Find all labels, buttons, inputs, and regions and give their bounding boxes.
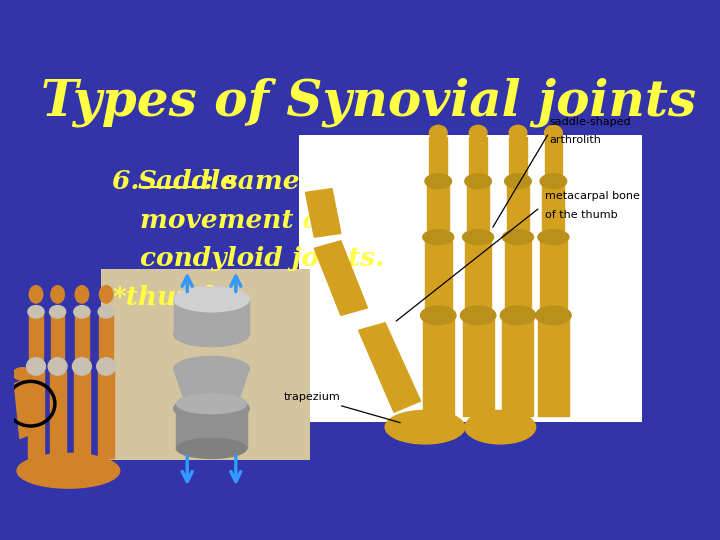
Text: trapezium: trapezium xyxy=(283,393,400,423)
Ellipse shape xyxy=(425,174,451,188)
Ellipse shape xyxy=(544,125,562,140)
Bar xyxy=(427,185,449,230)
Ellipse shape xyxy=(51,286,64,303)
Text: movement as: movement as xyxy=(140,208,335,233)
Ellipse shape xyxy=(28,306,44,318)
Polygon shape xyxy=(14,376,39,438)
Bar xyxy=(509,137,527,174)
Ellipse shape xyxy=(505,174,531,188)
Ellipse shape xyxy=(99,286,113,303)
Ellipse shape xyxy=(503,230,534,245)
Bar xyxy=(538,319,569,416)
Ellipse shape xyxy=(465,410,536,444)
Text: 6.: 6. xyxy=(112,168,149,194)
Ellipse shape xyxy=(420,306,456,325)
Bar xyxy=(544,137,562,174)
Ellipse shape xyxy=(385,410,465,444)
Ellipse shape xyxy=(469,125,487,140)
Ellipse shape xyxy=(429,125,447,140)
Bar xyxy=(98,372,114,458)
Ellipse shape xyxy=(536,306,571,325)
Bar xyxy=(174,299,249,334)
Text: metacarpal bone: metacarpal bone xyxy=(544,191,639,201)
Bar xyxy=(507,185,529,230)
Polygon shape xyxy=(359,323,420,412)
Text: Types of Synovial joints: Types of Synovial joints xyxy=(42,77,696,127)
Ellipse shape xyxy=(460,306,496,325)
Ellipse shape xyxy=(30,286,42,303)
Bar xyxy=(75,314,89,359)
Text: *thumb: *thumb xyxy=(112,285,222,310)
Bar xyxy=(467,185,489,230)
Ellipse shape xyxy=(463,230,494,245)
Ellipse shape xyxy=(176,394,246,414)
Ellipse shape xyxy=(75,286,89,303)
Ellipse shape xyxy=(509,125,527,140)
Bar xyxy=(465,241,491,308)
Ellipse shape xyxy=(48,358,67,375)
Bar xyxy=(176,404,247,448)
Ellipse shape xyxy=(174,396,249,421)
Ellipse shape xyxy=(17,454,120,488)
Bar xyxy=(540,241,567,308)
Ellipse shape xyxy=(98,306,114,318)
Ellipse shape xyxy=(50,306,66,318)
Ellipse shape xyxy=(27,358,45,375)
Ellipse shape xyxy=(500,306,536,325)
FancyBboxPatch shape xyxy=(300,136,642,422)
Bar xyxy=(429,137,447,174)
Text: arthrolith: arthrolith xyxy=(549,135,600,145)
Bar xyxy=(425,241,451,308)
Ellipse shape xyxy=(538,230,569,245)
Ellipse shape xyxy=(74,306,90,318)
Polygon shape xyxy=(174,369,249,409)
Polygon shape xyxy=(305,188,341,237)
Text: Saddle: Saddle xyxy=(138,168,238,194)
Bar xyxy=(74,372,90,458)
Text: condyloid joints.: condyloid joints. xyxy=(140,246,384,271)
Bar xyxy=(28,372,44,458)
Polygon shape xyxy=(314,241,367,315)
Ellipse shape xyxy=(176,438,246,458)
Bar xyxy=(469,137,487,174)
Bar xyxy=(505,241,531,308)
Bar xyxy=(542,185,564,230)
Ellipse shape xyxy=(174,322,249,347)
Bar xyxy=(99,314,113,359)
Bar xyxy=(503,319,534,416)
Ellipse shape xyxy=(174,356,249,381)
Ellipse shape xyxy=(13,368,32,380)
Bar xyxy=(30,314,42,359)
Ellipse shape xyxy=(423,230,454,245)
Ellipse shape xyxy=(73,358,91,375)
Ellipse shape xyxy=(96,358,116,375)
Ellipse shape xyxy=(540,174,567,188)
Bar xyxy=(423,319,454,416)
Text: saddle-shaped: saddle-shaped xyxy=(549,117,631,126)
Text: of the thumb: of the thumb xyxy=(544,210,617,220)
Bar xyxy=(463,319,494,416)
Bar xyxy=(51,314,64,359)
FancyBboxPatch shape xyxy=(101,268,310,460)
Text: : same: : same xyxy=(204,168,300,194)
Ellipse shape xyxy=(465,174,491,188)
Ellipse shape xyxy=(174,287,249,312)
Bar xyxy=(50,372,66,458)
